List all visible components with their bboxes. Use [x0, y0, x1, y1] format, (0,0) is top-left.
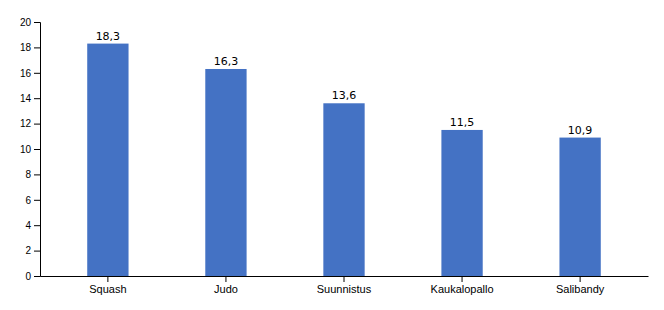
y-tick-mark	[34, 225, 40, 226]
plot: 0 2 4 6 8 10 12 14 16 18 20 Squash Judo Suunnistus Kau…	[20, 17, 649, 295]
x-tick-mark	[580, 276, 581, 282]
y-tick: 4	[25, 220, 40, 231]
data-label: 10,9	[568, 124, 593, 137]
bar	[87, 44, 128, 276]
x-tick: Squash	[89, 276, 126, 295]
y-tick-mark	[34, 276, 40, 277]
y-tick: 18	[20, 42, 40, 53]
y-tick-mark	[34, 73, 40, 74]
data-labels: 18,3 16,3 13,6 11,5 10,9	[96, 30, 593, 137]
x-tick: Judo	[214, 276, 238, 295]
x-tick-label: Salibandy	[556, 283, 605, 295]
y-tick-mark	[34, 124, 40, 125]
y-tick-mark	[34, 47, 40, 48]
y-tick-label: 12	[20, 118, 32, 129]
y-tick-label: 8	[25, 169, 31, 180]
x-tick-label: Judo	[214, 283, 238, 295]
y-tick-label: 4	[25, 220, 31, 231]
y-tick: 20	[20, 17, 40, 28]
x-tick-mark	[344, 276, 345, 282]
y-tick-mark	[34, 251, 40, 252]
y-tick-label: 2	[25, 245, 31, 256]
bar	[205, 69, 246, 276]
y-tick-mark	[34, 149, 40, 150]
x-tick: Salibandy	[556, 276, 605, 295]
y-tick-label: 16	[20, 68, 32, 79]
bar	[323, 103, 364, 276]
y-tick-mark	[34, 22, 40, 23]
y-tick: 8	[25, 169, 40, 180]
y-tick: 0	[25, 271, 40, 282]
data-label: 16,3	[214, 55, 239, 68]
x-tick-mark	[225, 276, 226, 282]
y-tick: 12	[20, 118, 40, 129]
x-tick-label: Kaukalopallo	[431, 283, 494, 295]
y-axis: 0 2 4 6 8 10 12 14 16 18 20	[20, 17, 41, 282]
y-tick-label: 20	[20, 17, 32, 28]
x-axis: Squash Judo Suunnistus Kaukalopallo Saliband…	[41, 276, 649, 295]
y-tick: 2	[25, 245, 40, 256]
bar	[559, 138, 600, 276]
y-tick: 6	[25, 195, 40, 206]
bars	[87, 44, 601, 276]
x-tick-label: Suunnistus	[317, 283, 372, 295]
y-tick-label: 10	[20, 144, 32, 155]
bar	[441, 130, 482, 276]
data-label: 18,3	[96, 30, 121, 43]
y-tick-label: 18	[20, 42, 32, 53]
y-tick-label: 6	[25, 195, 31, 206]
x-tick-mark	[462, 276, 463, 282]
y-tick: 14	[20, 93, 40, 104]
y-tick-label: 0	[25, 271, 31, 282]
y-tick: 16	[20, 68, 40, 79]
data-label: 13,6	[332, 89, 357, 102]
chart: 0 2 4 6 8 10 12 14 16 18 20 Squash Judo Suunnistus Kau…	[0, 0, 664, 310]
x-tick: Kaukalopallo	[431, 276, 494, 295]
y-axis-line	[34, 23, 41, 277]
y-tick-mark	[34, 98, 40, 99]
y-tick-mark	[34, 174, 40, 175]
y-tick: 10	[20, 144, 40, 155]
y-tick-label: 14	[20, 93, 32, 104]
x-tick-label: Squash	[89, 283, 126, 295]
y-tick-mark	[34, 200, 40, 201]
x-tick-mark	[107, 276, 108, 282]
data-label: 11,5	[450, 116, 475, 129]
x-tick: Suunnistus	[317, 276, 372, 295]
